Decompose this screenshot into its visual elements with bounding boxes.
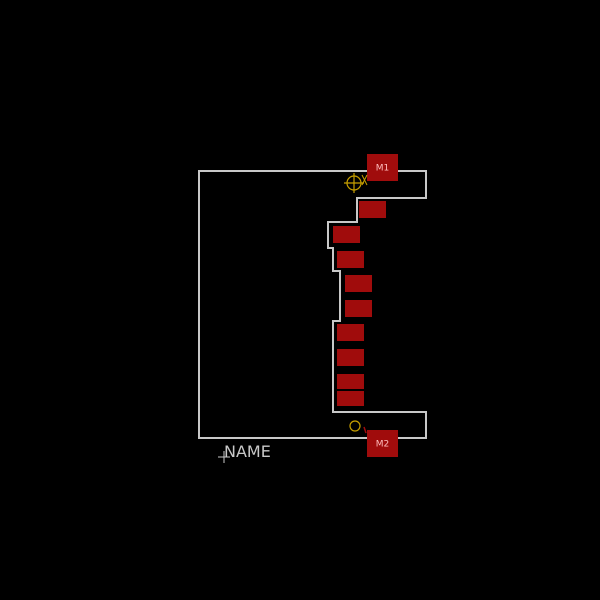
signal-pad-6: [337, 324, 364, 341]
signal-pad-3: [337, 251, 364, 268]
signal-pad-9: [337, 391, 364, 406]
signal-pads: [333, 201, 386, 406]
component-name-label: NAME: [224, 442, 271, 461]
pad-m1-copper: [367, 154, 398, 181]
signal-pad-4: [345, 275, 372, 292]
plus-cross-icon: [218, 451, 230, 463]
pad-m1-label: M1: [376, 164, 390, 174]
signal-pad-8: [337, 374, 364, 389]
crosshair-circle-icon: [344, 173, 368, 193]
mounting-pad-m2: M2: [367, 430, 398, 457]
signal-pad-5: [345, 300, 372, 317]
pin1-circle-icon: [349, 420, 367, 434]
footprint-outline: [198, 170, 427, 439]
signal-pad-2: [333, 226, 360, 243]
signal-pad-1: [359, 201, 386, 218]
pad-m2-copper: [367, 430, 398, 457]
mounting-pad-m1: M1: [367, 154, 398, 181]
signal-pad-7: [337, 349, 364, 366]
pad-m2-label: M2: [376, 440, 390, 450]
